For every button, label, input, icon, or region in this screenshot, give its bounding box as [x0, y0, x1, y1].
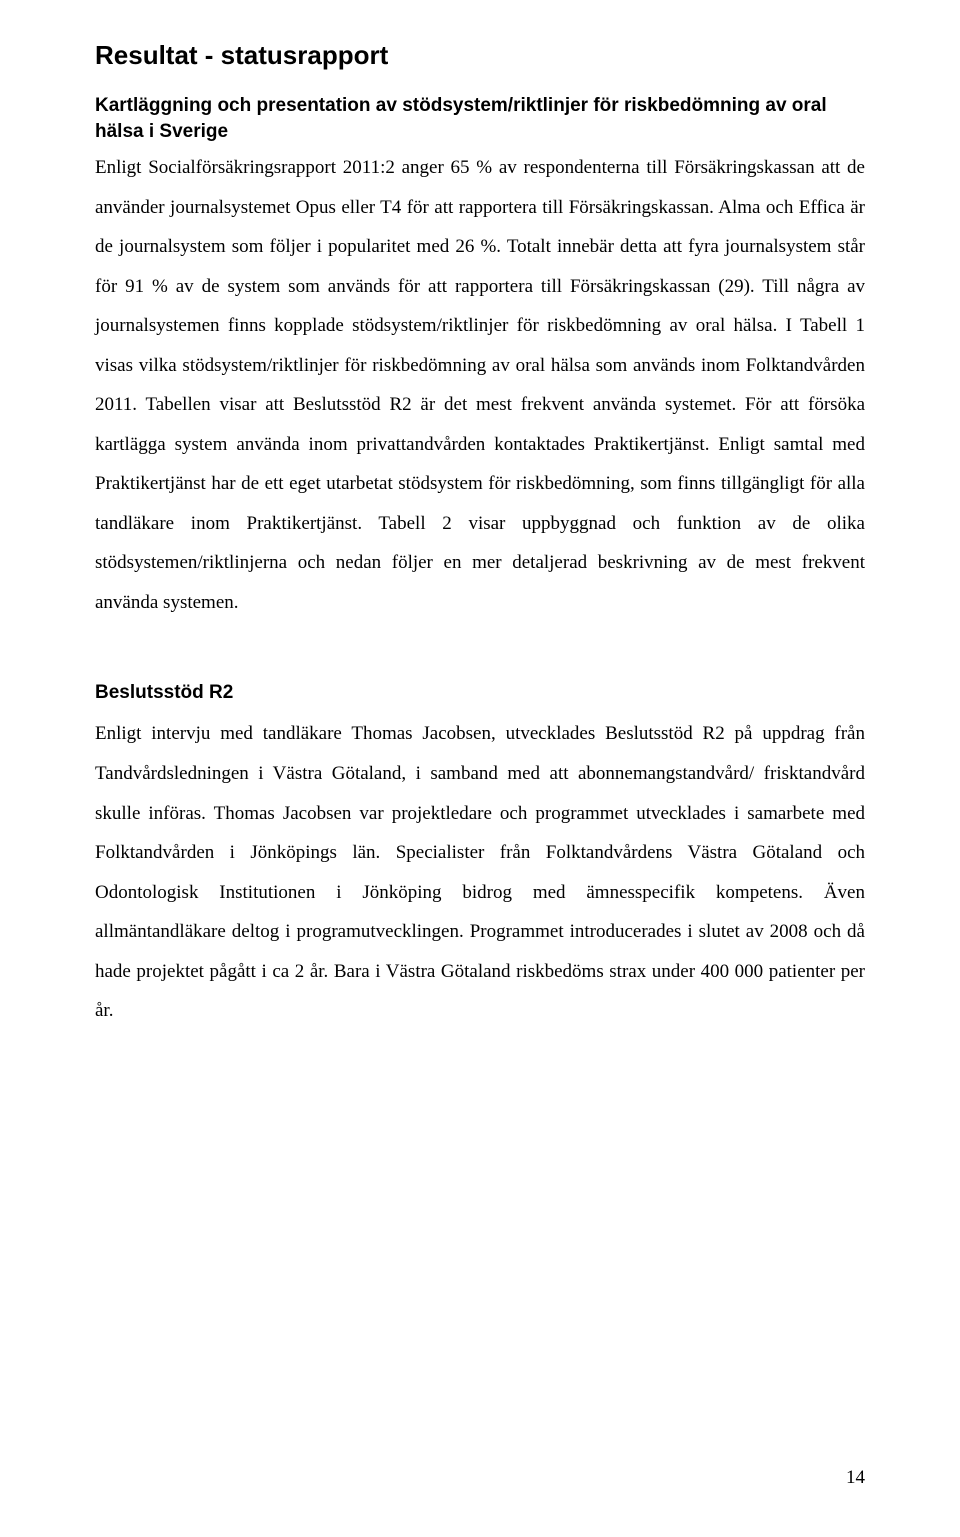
section-subtitle: Kartläggning och presentation av stödsys…: [95, 93, 865, 144]
page-number: 14: [846, 1467, 865, 1489]
section-heading: Beslutsstöd R2: [95, 682, 865, 704]
document-page: Resultat - statusrapport Kartläggning oc…: [0, 0, 960, 1537]
body-paragraph: Enligt Socialförsäkringsrapport 2011:2 a…: [95, 148, 865, 622]
body-paragraph: Enligt intervju med tandläkare Thomas Ja…: [95, 714, 865, 1030]
page-title: Resultat - statusrapport: [95, 40, 865, 71]
